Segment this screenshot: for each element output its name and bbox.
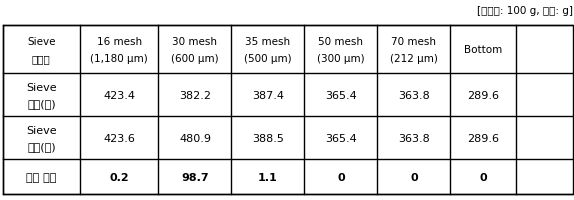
Text: 480.9: 480.9	[179, 133, 211, 143]
Text: 387.4: 387.4	[252, 90, 284, 100]
Text: (300 μm): (300 μm)	[317, 54, 364, 64]
Text: 98.7: 98.7	[181, 172, 209, 182]
Text: 50 mesh: 50 mesh	[319, 36, 363, 46]
Text: 70 mesh: 70 mesh	[391, 36, 436, 46]
Text: 423.6: 423.6	[103, 133, 135, 143]
Bar	[3, 26, 573, 194]
Text: (212 μm): (212 μm)	[390, 54, 438, 64]
Text: 무게(후): 무게(후)	[27, 141, 56, 151]
Text: 16 mesh: 16 mesh	[96, 36, 142, 46]
Text: 제품 무게: 제품 무게	[26, 172, 56, 182]
Text: 289.6: 289.6	[467, 133, 499, 143]
Text: 1.1: 1.1	[258, 172, 278, 182]
Text: (600 μm): (600 μm)	[171, 54, 219, 64]
Text: Sieve: Sieve	[26, 83, 57, 93]
Text: 0.2: 0.2	[109, 172, 129, 182]
Text: 35 mesh: 35 mesh	[245, 36, 290, 46]
Text: 289.6: 289.6	[467, 90, 499, 100]
Text: 365.4: 365.4	[325, 133, 357, 143]
Text: 363.8: 363.8	[398, 90, 430, 100]
Text: (500 μm): (500 μm)	[244, 54, 292, 64]
Text: 0: 0	[337, 172, 344, 182]
Text: 388.5: 388.5	[252, 133, 284, 143]
Text: 무게(전): 무게(전)	[27, 98, 56, 108]
Text: (1,180 μm): (1,180 μm)	[90, 54, 148, 64]
Text: Sieve: Sieve	[26, 125, 57, 135]
Text: 30 mesh: 30 mesh	[172, 36, 218, 46]
Text: Sieve: Sieve	[27, 36, 56, 46]
Text: 423.4: 423.4	[103, 90, 135, 100]
Text: 365.4: 365.4	[325, 90, 357, 100]
Text: Bottom: Bottom	[464, 45, 502, 55]
Text: 사이즈: 사이즈	[32, 54, 51, 64]
Text: 0: 0	[410, 172, 418, 182]
Text: 0: 0	[479, 172, 487, 182]
Text: 382.2: 382.2	[179, 90, 211, 100]
Text: [샘플양: 100 g, 단위: g]: [샘플양: 100 g, 단위: g]	[477, 6, 573, 16]
Text: 363.8: 363.8	[398, 133, 430, 143]
